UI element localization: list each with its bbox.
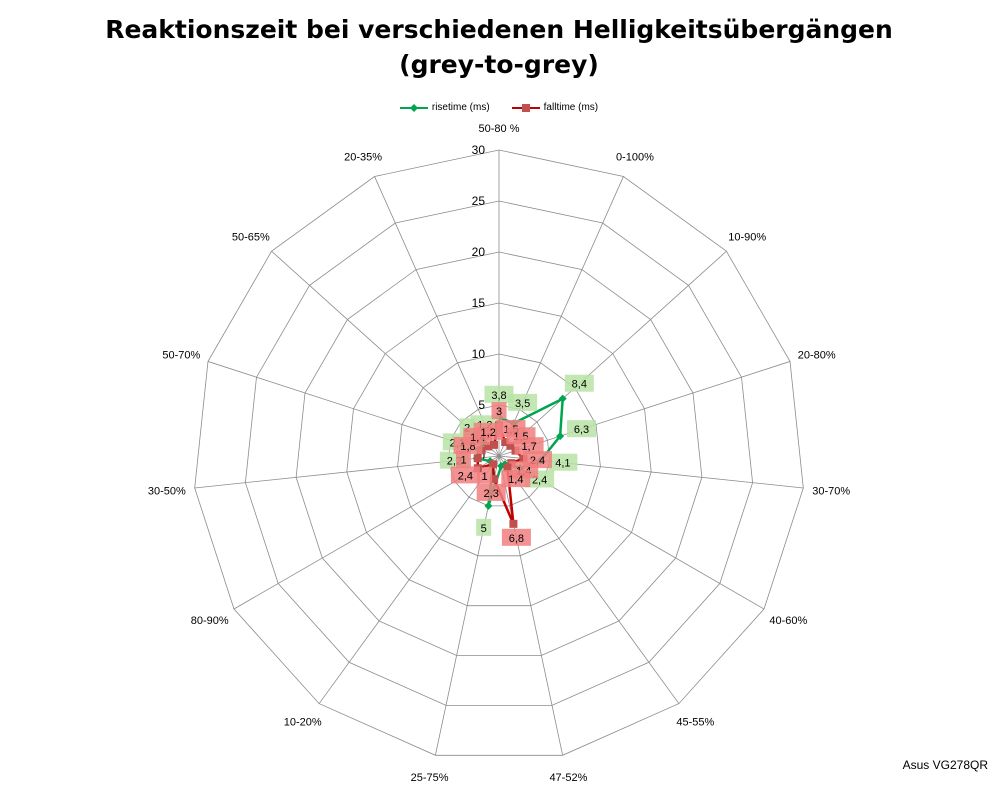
radial-tick-label: 10 — [472, 347, 486, 361]
category-label: 40-60% — [769, 615, 807, 627]
data-label-bg — [567, 420, 596, 438]
data-label-bg — [476, 518, 492, 536]
data-point-falltime — [489, 460, 498, 469]
data-label: 6,8 — [509, 533, 524, 545]
data-label-bg — [450, 466, 480, 484]
data-label: 8,4 — [572, 379, 587, 391]
chart-title-line-1: Reaktionszeit bei verschiedenen Helligke… — [105, 15, 893, 44]
data-label-bg — [548, 453, 578, 471]
data-label-bg — [508, 393, 538, 411]
data-label-bg — [514, 437, 544, 455]
data-point-falltime — [503, 463, 512, 472]
legend: risetime (ms) falltime (ms) — [0, 102, 998, 113]
data-point-risetime — [556, 432, 565, 441]
data-label: 1,4 — [508, 474, 523, 486]
radial-tick-label: 25 — [472, 194, 486, 208]
data-point-falltime — [490, 474, 499, 483]
data-label: 1,2 — [481, 427, 496, 439]
category-label: 50-65% — [232, 232, 270, 244]
data-label-bg — [564, 374, 594, 392]
legend-swatch-risetime — [399, 103, 428, 112]
grid-ring — [244, 200, 754, 706]
category-label: 30-70% — [812, 485, 850, 497]
grid-spoke — [374, 176, 500, 457]
category-label: 20-35% — [344, 151, 382, 163]
data-point-risetime — [497, 461, 506, 470]
chart-title-line-2: (grey-to-grey) — [399, 50, 599, 79]
grid-spoke — [498, 455, 564, 756]
category-label: 47-52% — [549, 772, 587, 784]
data-label-bg — [501, 470, 531, 488]
data-label: 2,4 — [458, 470, 473, 482]
radial-tick-label: 5 — [478, 398, 485, 412]
data-point-falltime — [501, 438, 510, 447]
category-label: 20-80% — [798, 350, 836, 362]
category-label: 10-20% — [284, 716, 322, 728]
radial-tick-label: 20 — [472, 245, 486, 259]
category-label: 50-80 % — [479, 123, 520, 135]
data-label: 2,3 — [484, 488, 499, 500]
category-label: 0-100% — [616, 151, 654, 163]
legend-item-risetime: risetime (ms) — [399, 102, 490, 113]
data-label: 3,5 — [515, 398, 530, 410]
data-label-bg — [473, 422, 503, 440]
data-label: 5 — [481, 523, 487, 535]
data-label: 4,1 — [555, 458, 570, 470]
grid-spoke — [318, 455, 500, 704]
grid-ring — [346, 302, 652, 607]
chart-note: Asus VG278QR — [902, 758, 988, 772]
data-label-bg — [456, 450, 471, 468]
data-point-risetime — [484, 501, 493, 510]
category-label: 45-55% — [676, 716, 714, 728]
data-label: 3 — [496, 406, 502, 418]
data-point-falltime — [490, 440, 499, 449]
data-label-bg — [476, 483, 506, 501]
legend-item-falltime: falltime (ms) — [511, 102, 599, 113]
data-label-bg — [491, 402, 507, 420]
grid-spoke — [498, 455, 680, 704]
grid-ring — [295, 251, 703, 656]
grid-ring — [194, 149, 804, 756]
legend-label-risetime: risetime (ms) — [431, 102, 490, 113]
category-label: 50-70% — [162, 350, 200, 362]
data-label: 1,7 — [521, 441, 536, 453]
data-label: 1 — [482, 471, 488, 483]
category-label: 30-50% — [148, 485, 186, 497]
data-point-falltime — [473, 454, 482, 463]
grid-spoke — [498, 250, 727, 457]
data-label: 1 — [460, 455, 466, 467]
radial-tick-label: 15 — [472, 296, 486, 310]
data-point-falltime — [484, 442, 493, 451]
data-label-bg — [501, 528, 531, 546]
data-point-falltime — [509, 519, 518, 528]
data-point-risetime — [558, 394, 567, 403]
grid-ring — [447, 404, 551, 507]
data-point-falltime — [506, 441, 515, 450]
radial-tick-label: 30 — [472, 143, 486, 157]
grid-ring — [397, 353, 601, 557]
data-label: 6,3 — [574, 424, 589, 436]
legend-swatch-falltime — [511, 103, 540, 112]
category-label: 25-75% — [411, 772, 449, 784]
radial-tick-label: 0 — [478, 449, 485, 463]
data-label: 3,8 — [491, 390, 506, 402]
data-label-bg — [484, 385, 514, 403]
chart-title: Reaktionszeit bei verschiedenen Helligke… — [0, 12, 998, 82]
category-label: 10-90% — [728, 232, 766, 244]
grid-spoke — [498, 361, 791, 457]
legend-label-falltime: falltime (ms) — [543, 102, 599, 113]
category-label: 80-90% — [191, 615, 229, 627]
